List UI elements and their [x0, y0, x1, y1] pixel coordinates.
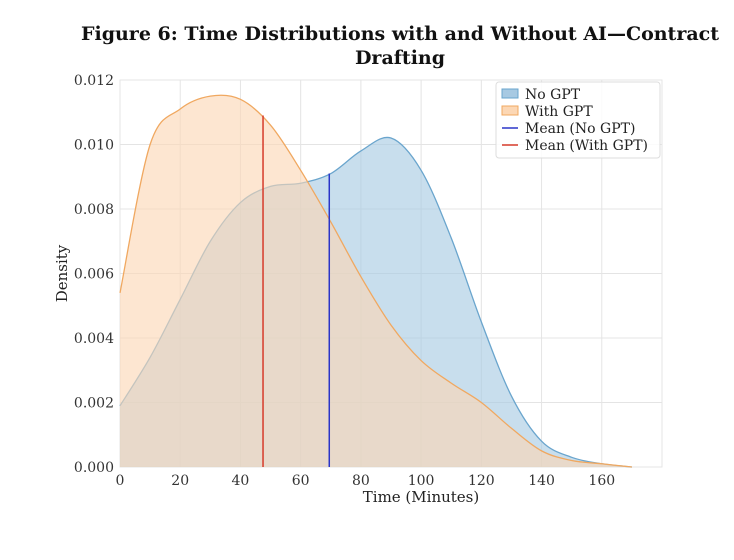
- legend-label-no-gpt: No GPT: [525, 87, 581, 103]
- x-tick-label-4: 80: [352, 473, 370, 489]
- x-tick-label-0: 0: [116, 473, 125, 489]
- x-tick-label-7: 140: [528, 473, 555, 489]
- x-tick-label-6: 120: [468, 473, 495, 489]
- x-tick-label-8: 160: [588, 473, 615, 489]
- y-tick-label-2: 0.004: [74, 331, 114, 347]
- y-tick-label-5: 0.010: [74, 138, 114, 154]
- legend-box: [495, 81, 661, 159]
- y-tick-label-6: 0.012: [74, 73, 114, 89]
- chart-title-line-1: Figure 6: Time Distributions with and Wi…: [81, 23, 719, 45]
- y-tick-label-0: 0.000: [74, 460, 114, 476]
- y-tick-label-1: 0.002: [74, 396, 114, 412]
- legend-swatch-with-gpt: [501, 105, 519, 116]
- legend-label-mean-no-gpt: Mean (No GPT): [525, 121, 635, 137]
- x-axis-label: Time (Minutes): [363, 488, 479, 506]
- density-line-with-gpt: [119, 94, 632, 468]
- chart-title: Figure 6: Time Distributions with and Wi…: [60, 22, 734, 70]
- x-tick-label-2: 40: [232, 473, 250, 489]
- y-tick-label-4: 0.008: [74, 202, 114, 218]
- legend-swatch-no-gpt: [501, 88, 519, 99]
- legend-label-mean-with-gpt: Mean (With GPT): [525, 138, 648, 154]
- chart-title-line-2: Drafting: [354, 47, 446, 69]
- x-tick-label-1: 20: [171, 473, 189, 489]
- x-tick-label-5: 100: [408, 473, 435, 489]
- legend-label-with-gpt: With GPT: [525, 104, 593, 120]
- x-tick-label-3: 60: [292, 473, 310, 489]
- y-axis-label: Density: [53, 244, 71, 302]
- density-area-with-gpt: [120, 95, 632, 468]
- y-tick-label-3: 0.006: [74, 267, 114, 283]
